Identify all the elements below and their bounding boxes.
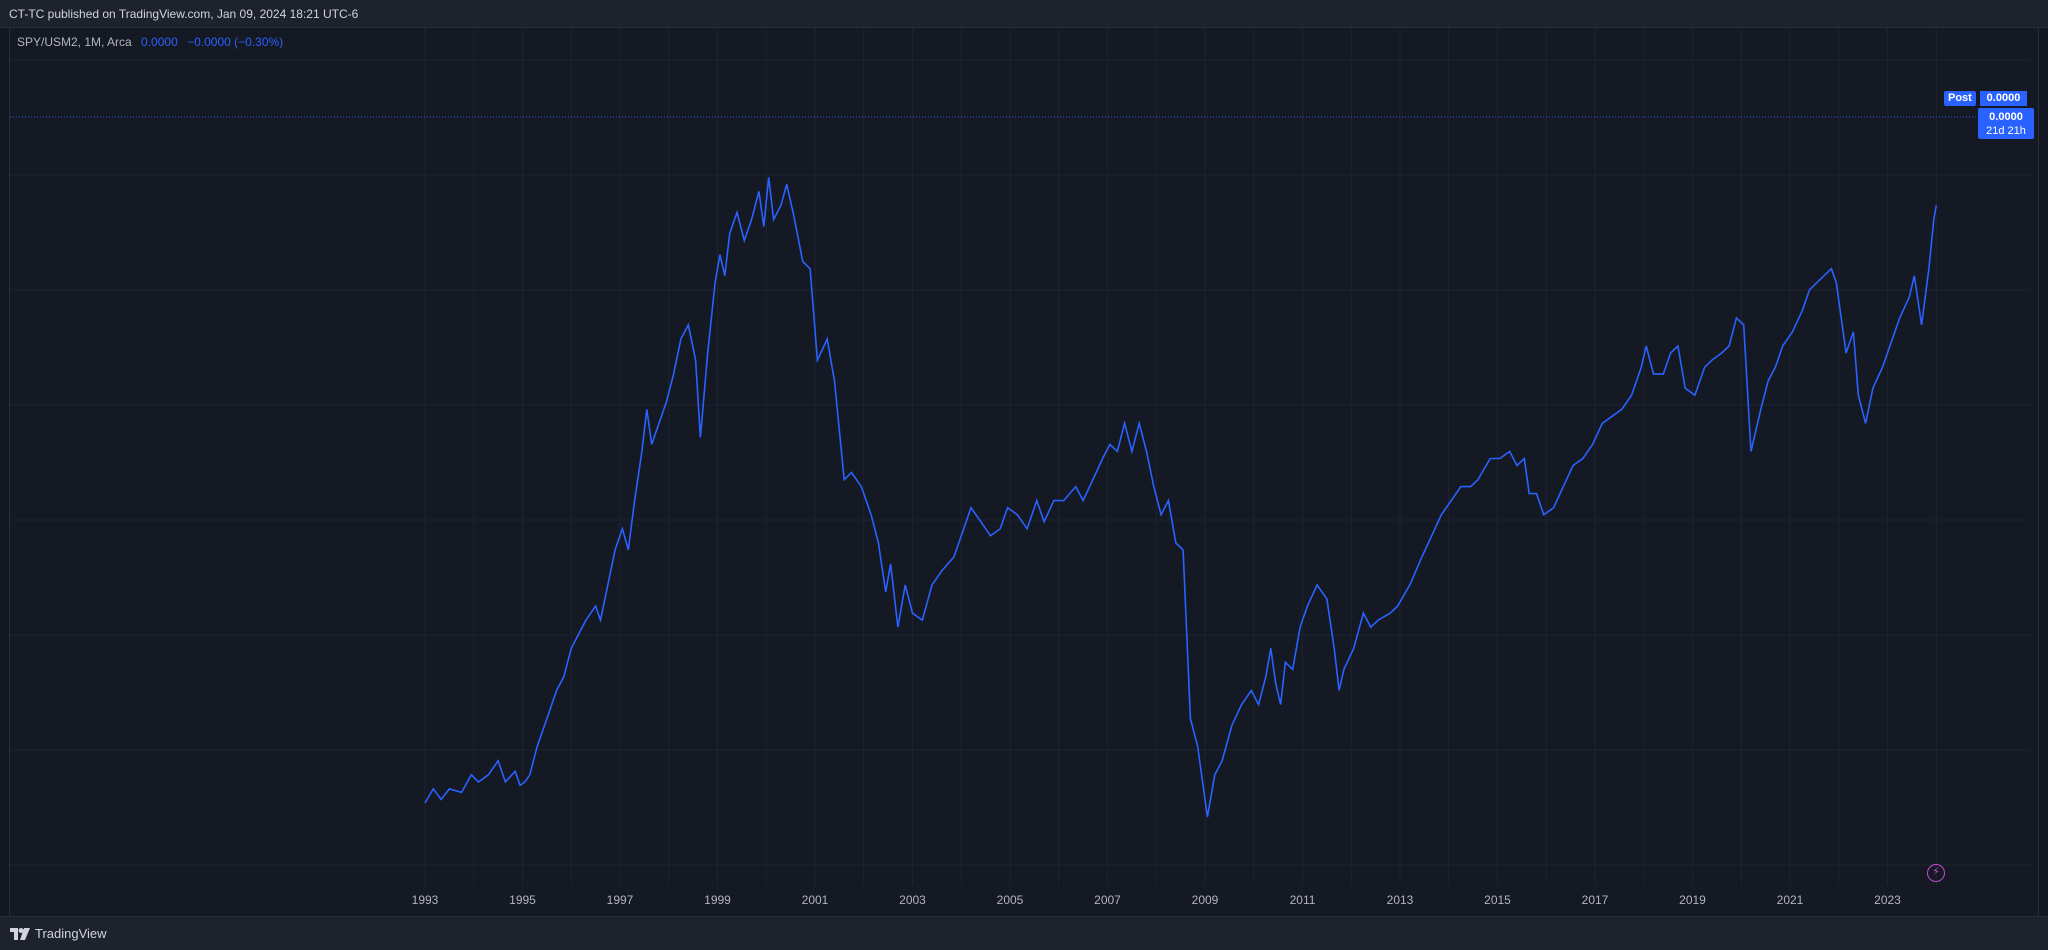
x-tick-label: 2015 — [1484, 893, 1511, 907]
publish-info: CT-TC published on TradingView.com, Jan … — [9, 7, 359, 21]
chart-grid — [10, 28, 2030, 885]
x-tick-label: 2005 — [997, 893, 1024, 907]
lightning-icon[interactable]: ⚡ — [1927, 864, 1945, 882]
x-tick-label: 1993 — [412, 893, 439, 907]
post-value-badge: 0.0000 — [1980, 91, 2027, 106]
x-tick-label: 1997 — [607, 893, 634, 907]
bar-countdown: 21d 21h — [1986, 125, 2026, 137]
x-axis: 1993 1995 1997 1999 2001 2003 2005 2007 2009 2011… — [412, 893, 1902, 907]
x-tick-label: 2019 — [1679, 893, 1706, 907]
chart-area[interactable] — [9, 28, 2039, 916]
x-tick-label: 2013 — [1387, 893, 1414, 907]
publish-header: CT-TC published on TradingView.com, Jan … — [0, 0, 2048, 28]
series-line — [424, 177, 1938, 818]
x-tick-label: 2001 — [802, 893, 829, 907]
last-price-value: 0.0000 — [1989, 111, 2023, 123]
x-tick-label: 2007 — [1094, 893, 1121, 907]
brand-name: TradingView — [35, 926, 107, 941]
legend-value: 0.0000 — [141, 35, 178, 49]
footer: TradingView — [0, 916, 2048, 950]
legend-symbol: SPY/USM2, 1M, Arca — [17, 35, 132, 49]
x-tick-label: 2011 — [1290, 893, 1316, 907]
x-tick-label: 1995 — [509, 893, 536, 907]
legend-change: −0.0000 (−0.30%) — [187, 35, 284, 49]
last-price-badge: 0.0000 21d 21h — [1978, 108, 2034, 139]
series-legend: SPY/USM2, 1M, Arca 0.0000 −0.0000 (−0.30… — [17, 35, 283, 49]
x-tick-label: 1999 — [704, 893, 731, 907]
x-tick-label: 2003 — [899, 893, 926, 907]
x-tick-label: 2023 — [1874, 893, 1901, 907]
x-tick-label: 2009 — [1192, 893, 1219, 907]
footer-brand[interactable]: TradingView — [10, 926, 107, 941]
x-tick-label: 2021 — [1777, 893, 1804, 907]
x-tick-label: 2017 — [1582, 893, 1609, 907]
post-label-badge: Post — [1944, 91, 1976, 106]
tradingview-logo-icon — [10, 927, 30, 940]
